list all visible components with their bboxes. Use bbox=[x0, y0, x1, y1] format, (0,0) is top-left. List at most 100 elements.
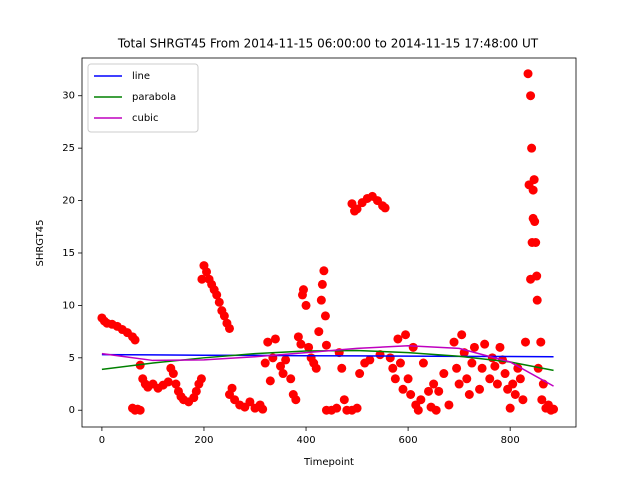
fit-line bbox=[101, 353, 554, 358]
point bbox=[449, 337, 459, 347]
x-tick-label: 600 bbox=[399, 435, 418, 446]
x-tick-label: 200 bbox=[194, 435, 213, 446]
x-tick-label: 0 bbox=[99, 435, 105, 446]
point bbox=[263, 337, 273, 347]
point bbox=[510, 390, 520, 400]
point bbox=[424, 386, 434, 396]
point bbox=[462, 374, 472, 384]
point bbox=[385, 353, 395, 363]
point bbox=[227, 383, 237, 393]
point bbox=[270, 334, 280, 344]
y-tick-label: 5 bbox=[69, 353, 75, 364]
point bbox=[197, 274, 207, 284]
point bbox=[431, 405, 441, 415]
point bbox=[276, 361, 286, 371]
point bbox=[337, 363, 347, 373]
point bbox=[281, 355, 291, 365]
point bbox=[191, 386, 201, 396]
point bbox=[429, 379, 439, 389]
point bbox=[518, 395, 528, 405]
y-tick-label: 15 bbox=[62, 248, 75, 259]
point bbox=[529, 175, 539, 185]
point bbox=[452, 363, 462, 373]
point bbox=[403, 374, 413, 384]
point bbox=[454, 379, 464, 389]
point bbox=[390, 374, 400, 384]
point bbox=[520, 337, 530, 347]
point bbox=[196, 374, 206, 384]
x-tick-label: 800 bbox=[501, 435, 520, 446]
point bbox=[293, 332, 303, 342]
point bbox=[163, 377, 173, 387]
x-tick-label: 400 bbox=[296, 435, 315, 446]
point bbox=[406, 390, 416, 400]
point bbox=[212, 290, 222, 300]
point bbox=[464, 390, 474, 400]
point bbox=[258, 404, 268, 414]
y-tick-label: 30 bbox=[62, 91, 75, 102]
point bbox=[352, 204, 362, 214]
point bbox=[278, 369, 288, 379]
legend: line parabola cubic bbox=[87, 63, 199, 133]
point bbox=[505, 403, 515, 413]
point bbox=[485, 374, 495, 384]
point bbox=[457, 330, 467, 340]
point bbox=[339, 395, 349, 405]
point bbox=[332, 403, 342, 413]
point bbox=[467, 358, 477, 368]
y-axis-label: SHRGT45 bbox=[35, 219, 46, 266]
point bbox=[260, 358, 270, 368]
point bbox=[513, 363, 523, 373]
point bbox=[319, 266, 329, 276]
point bbox=[298, 285, 308, 295]
y-tick-label: 20 bbox=[62, 196, 75, 207]
point bbox=[398, 384, 408, 394]
y-tick-label: 25 bbox=[62, 143, 75, 154]
point bbox=[380, 203, 390, 213]
point bbox=[352, 403, 362, 413]
point bbox=[528, 213, 538, 223]
point bbox=[388, 363, 398, 373]
point bbox=[375, 350, 385, 360]
point bbox=[477, 363, 487, 373]
point bbox=[413, 405, 423, 415]
point bbox=[301, 300, 311, 310]
point bbox=[135, 405, 145, 415]
point bbox=[508, 379, 518, 389]
point bbox=[316, 295, 326, 305]
point bbox=[492, 379, 502, 389]
point bbox=[168, 369, 178, 379]
point bbox=[533, 363, 543, 373]
point bbox=[171, 379, 181, 389]
legend-label: parabola bbox=[132, 92, 176, 103]
point bbox=[265, 376, 275, 386]
point bbox=[444, 400, 454, 410]
point bbox=[401, 330, 411, 340]
point bbox=[480, 339, 490, 349]
point bbox=[314, 327, 324, 337]
point bbox=[500, 369, 510, 379]
point bbox=[355, 369, 365, 379]
point bbox=[304, 342, 314, 352]
plot-frame bbox=[81, 57, 577, 428]
y-tick-label: 10 bbox=[62, 300, 75, 311]
point bbox=[528, 185, 538, 195]
point bbox=[418, 358, 428, 368]
plot-area bbox=[97, 69, 559, 415]
point bbox=[317, 279, 327, 289]
point bbox=[532, 295, 542, 305]
point bbox=[526, 274, 536, 284]
point bbox=[286, 374, 296, 384]
x-axis-label: Timepoint bbox=[303, 457, 354, 468]
chart-title: Total SHRGT45 From 2014-11-15 06:00:00 t… bbox=[117, 37, 539, 51]
point bbox=[393, 334, 403, 344]
point bbox=[320, 311, 330, 321]
point bbox=[490, 361, 500, 371]
point bbox=[311, 363, 321, 373]
point bbox=[527, 143, 537, 153]
point bbox=[416, 395, 426, 405]
point bbox=[130, 335, 140, 345]
y-tick-label: 0 bbox=[69, 405, 75, 416]
point bbox=[475, 384, 485, 394]
